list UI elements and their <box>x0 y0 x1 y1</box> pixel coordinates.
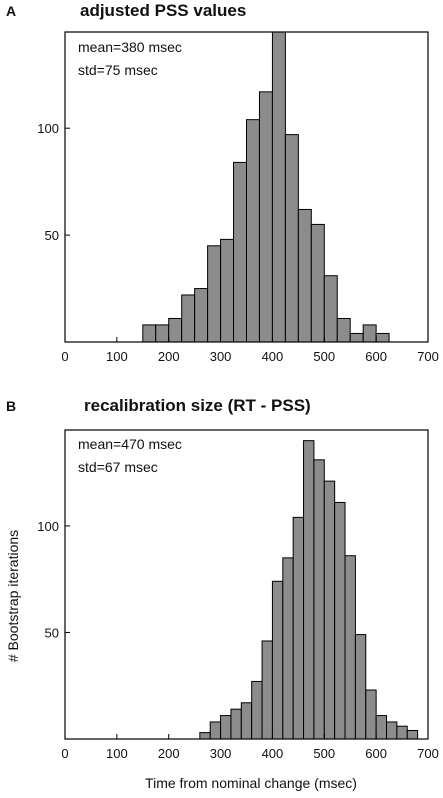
panel-b-plot-frame <box>64 429 429 740</box>
panel-a: A adjusted PSS values 0 100 200 300 400 500 60… <box>6 1 439 364</box>
panel-b: B recalibration size (RT - PSS) 0 100 200 3… <box>5 396 439 791</box>
histogram-bar <box>386 721 398 740</box>
x-tick-label: 400 <box>262 746 284 761</box>
histogram-bar <box>344 555 356 740</box>
x-tick-label: 0 <box>61 349 68 364</box>
histogram-bar <box>209 721 222 740</box>
x-tick-label: 400 <box>262 349 284 364</box>
histogram-bar <box>349 332 364 343</box>
histogram-bar <box>155 324 170 343</box>
histogram-bar <box>323 480 336 740</box>
histogram-bar <box>282 557 294 740</box>
x-tick-label: 200 <box>158 746 180 761</box>
x-tick-label: 500 <box>313 349 335 364</box>
x-tick-label: 600 <box>365 349 387 364</box>
panel-a-mean-annotation: mean=380 msec <box>78 39 182 55</box>
panel-a-bars <box>142 31 390 343</box>
y-tick-label: 100 <box>37 519 59 534</box>
x-axis-label: Time from nominal change (msec) <box>145 775 357 791</box>
histogram-bar <box>142 324 157 343</box>
histogram-bar <box>336 317 351 343</box>
y-tick-label: 50 <box>45 228 59 243</box>
panel-b-y-ticks: 50 100 <box>37 519 70 640</box>
histogram-bar <box>199 732 211 740</box>
histogram-bar <box>362 324 377 343</box>
x-tick-label: 0 <box>61 746 68 761</box>
histogram-bar <box>181 294 196 343</box>
histogram-bar <box>168 317 183 343</box>
x-tick-label: 600 <box>365 746 387 761</box>
panel-a-y-ticks: 50 100 <box>37 121 70 243</box>
y-tick-label: 100 <box>37 121 59 136</box>
panel-b-x-ticks: 0 100 200 300 400 500 600 700 <box>61 734 439 761</box>
x-tick-label: 700 <box>417 349 439 364</box>
histogram-bar <box>233 161 247 343</box>
histogram-bar <box>251 680 263 740</box>
histogram-bar <box>207 245 222 343</box>
x-tick-label: 700 <box>417 746 439 761</box>
histogram-bar <box>396 725 408 740</box>
panel-b-std-annotation: std=67 msec <box>78 459 158 475</box>
histogram-bar <box>246 119 260 343</box>
histogram-bar <box>240 702 253 740</box>
histogram-bar <box>313 459 325 740</box>
histogram-bar <box>284 134 299 343</box>
histogram-bar <box>194 288 209 343</box>
histogram-bar <box>375 332 390 343</box>
histogram-bar <box>310 223 325 343</box>
y-tick-label: 50 <box>45 625 59 640</box>
histogram-bar <box>258 91 273 343</box>
x-tick-label: 200 <box>158 349 180 364</box>
x-tick-label: 300 <box>210 349 232 364</box>
panel-b-letter: B <box>6 398 16 414</box>
panel-a-letter: A <box>6 3 16 19</box>
histogram-bar <box>261 640 273 740</box>
panel-b-title: recalibration size (RT - PSS) <box>84 396 311 415</box>
panel-a-title: adjusted PSS values <box>80 1 246 20</box>
histogram-bar <box>271 580 284 740</box>
histogram-bar <box>375 715 388 740</box>
panel-a-plot-frame <box>64 31 429 343</box>
panel-b-bars <box>199 440 419 740</box>
histogram-bar <box>365 689 377 740</box>
histogram-bar <box>406 729 419 740</box>
x-tick-label: 100 <box>106 349 128 364</box>
histogram-bar <box>297 208 312 343</box>
x-tick-label: 300 <box>210 746 232 761</box>
histogram-bar <box>334 501 346 740</box>
x-tick-label: 100 <box>106 746 128 761</box>
histogram-bar <box>354 634 367 740</box>
panel-a-x-ticks: 0 100 200 300 400 500 600 700 <box>61 337 439 364</box>
panel-b-mean-annotation: mean=470 msec <box>78 436 182 452</box>
histogram-bar <box>220 715 232 740</box>
histogram-bar <box>220 238 235 343</box>
y-axis-label: # Bootstrap iterations <box>5 530 21 662</box>
x-tick-label: 500 <box>313 746 335 761</box>
histogram-bar <box>303 440 315 740</box>
panel-a-std-annotation: std=75 msec <box>78 62 158 78</box>
histogram-bar <box>323 275 338 343</box>
histogram-bar <box>271 31 286 343</box>
histogram-bar <box>292 516 305 740</box>
histogram-bar <box>230 708 242 740</box>
